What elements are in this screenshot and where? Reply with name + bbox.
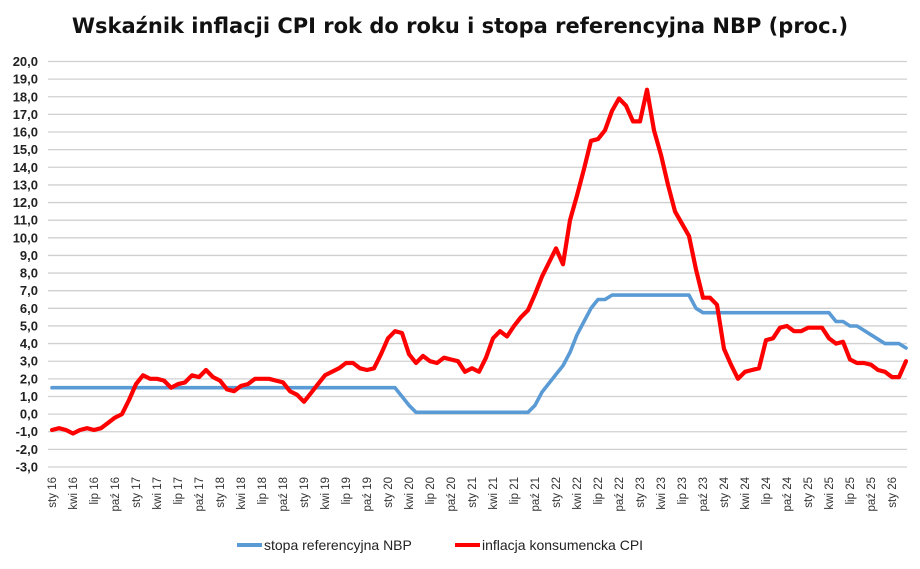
x-tick-label: kwi 21 xyxy=(488,477,500,510)
chart-title: Wskaźnik inflacji CPI rok do roku i stop… xyxy=(72,14,848,38)
x-tick-label: sty 20 xyxy=(383,477,395,508)
x-tick-label: lip 22 xyxy=(593,477,605,505)
y-tick-label: 0,0 xyxy=(20,407,38,422)
y-tick-label: -1,0 xyxy=(16,424,38,439)
x-tick-label: sty 16 xyxy=(47,477,59,508)
x-tick-label: sty 23 xyxy=(635,477,647,508)
y-tick-label: -3,0 xyxy=(16,460,38,475)
x-tick-label: kwi 23 xyxy=(656,477,668,510)
y-tick-label: 10,0 xyxy=(13,230,38,245)
x-tick-label: lip 16 xyxy=(89,477,101,505)
y-tick-label: 6,0 xyxy=(20,301,38,316)
y-tick-label: 8,0 xyxy=(20,266,38,281)
x-tick-label: lip 17 xyxy=(173,477,185,505)
x-tick-label: lip 25 xyxy=(845,477,857,505)
series-line-cpi xyxy=(49,87,909,436)
x-tick-label: lip 21 xyxy=(509,477,521,505)
x-tick-label: paź 16 xyxy=(110,477,122,512)
y-tick-label: 18,0 xyxy=(13,89,38,104)
legend-label-cpi: inflacja konsumencka CPI xyxy=(482,537,643,553)
y-tick-label: 12,0 xyxy=(13,195,38,210)
y-tick-label: 2,0 xyxy=(20,371,38,386)
x-tick-label: paź 22 xyxy=(614,477,626,512)
y-tick-label: 3,0 xyxy=(20,354,38,369)
x-tick-label: sty 24 xyxy=(719,476,731,507)
y-tick-label: 17,0 xyxy=(13,107,38,122)
legend-label-nbp-rate: stopa referencyjna NBP xyxy=(264,537,412,553)
x-axis-ticks: sty 16 kwi 16 lip 16 paź 16 sty 17 kwi 17 lip … xyxy=(47,476,899,511)
series-line-nbp-rate xyxy=(50,293,908,415)
y-tick-label: 19,0 xyxy=(13,72,38,87)
series-lines xyxy=(49,87,909,436)
x-tick-label: paź 19 xyxy=(362,477,374,512)
x-tick-label: sty 18 xyxy=(215,477,227,508)
x-tick-label: lip 18 xyxy=(257,477,269,505)
series-line-cpi-group xyxy=(49,87,909,436)
y-tick-label: 16,0 xyxy=(13,125,38,140)
x-tick-label: lip 19 xyxy=(341,477,353,505)
gridlines xyxy=(48,60,907,468)
x-tick-label: sty 21 xyxy=(467,477,479,508)
y-tick-label: 15,0 xyxy=(13,142,38,157)
x-tick-label: sty 17 xyxy=(131,477,143,508)
x-tick-label: paź 21 xyxy=(530,477,542,512)
y-tick-label: 9,0 xyxy=(20,248,38,263)
x-tick-label: kwi 18 xyxy=(236,477,248,510)
y-tick-label: 14,0 xyxy=(13,160,38,175)
x-tick-label: sty 19 xyxy=(299,477,311,508)
x-tick-label: kwi 20 xyxy=(404,477,416,510)
x-tick-label: paź 24 xyxy=(782,476,794,511)
y-tick-label: 13,0 xyxy=(13,177,38,192)
x-tick-label: lip 20 xyxy=(425,477,437,505)
y-tick-label: 20,0 xyxy=(13,54,38,69)
x-tick-label: kwi 24 xyxy=(740,476,752,509)
series-line-nbp-rate-group xyxy=(50,293,908,415)
x-tick-label: sty 26 xyxy=(887,477,899,508)
x-tick-label: sty 22 xyxy=(551,477,563,508)
x-tick-label: paź 18 xyxy=(278,477,290,512)
x-tick-label: kwi 17 xyxy=(152,477,164,510)
x-tick-label: kwi 19 xyxy=(320,477,332,510)
x-tick-label: lip 24 xyxy=(761,476,773,504)
y-tick-label: 11,0 xyxy=(13,213,38,228)
y-axis-ticks: -3,0 -2,0 -1,0 0,0 1,0 2,0 3,0 4,0 5,0 6,0 7,0 8,0 9… xyxy=(13,54,38,475)
x-tick-label: sty 25 xyxy=(803,477,815,508)
y-tick-label: -2,0 xyxy=(16,442,38,457)
y-tick-label: 1,0 xyxy=(20,389,38,404)
y-tick-label: 7,0 xyxy=(20,283,38,298)
x-tick-label: paź 20 xyxy=(446,477,458,512)
x-tick-label: kwi 25 xyxy=(824,477,836,510)
x-tick-label: lip 23 xyxy=(677,477,689,505)
x-tick-label: paź 23 xyxy=(698,477,710,512)
x-tick-label: kwi 22 xyxy=(572,477,584,510)
y-tick-label: 5,0 xyxy=(20,318,38,333)
x-tick-label: paź 25 xyxy=(866,477,878,512)
y-tick-label: 4,0 xyxy=(20,336,38,351)
x-tick-label: kwi 16 xyxy=(68,477,80,510)
legend: stopa referencyjna NBP inflacja konsumen… xyxy=(237,537,643,553)
x-tick-label: paź 17 xyxy=(194,477,206,512)
